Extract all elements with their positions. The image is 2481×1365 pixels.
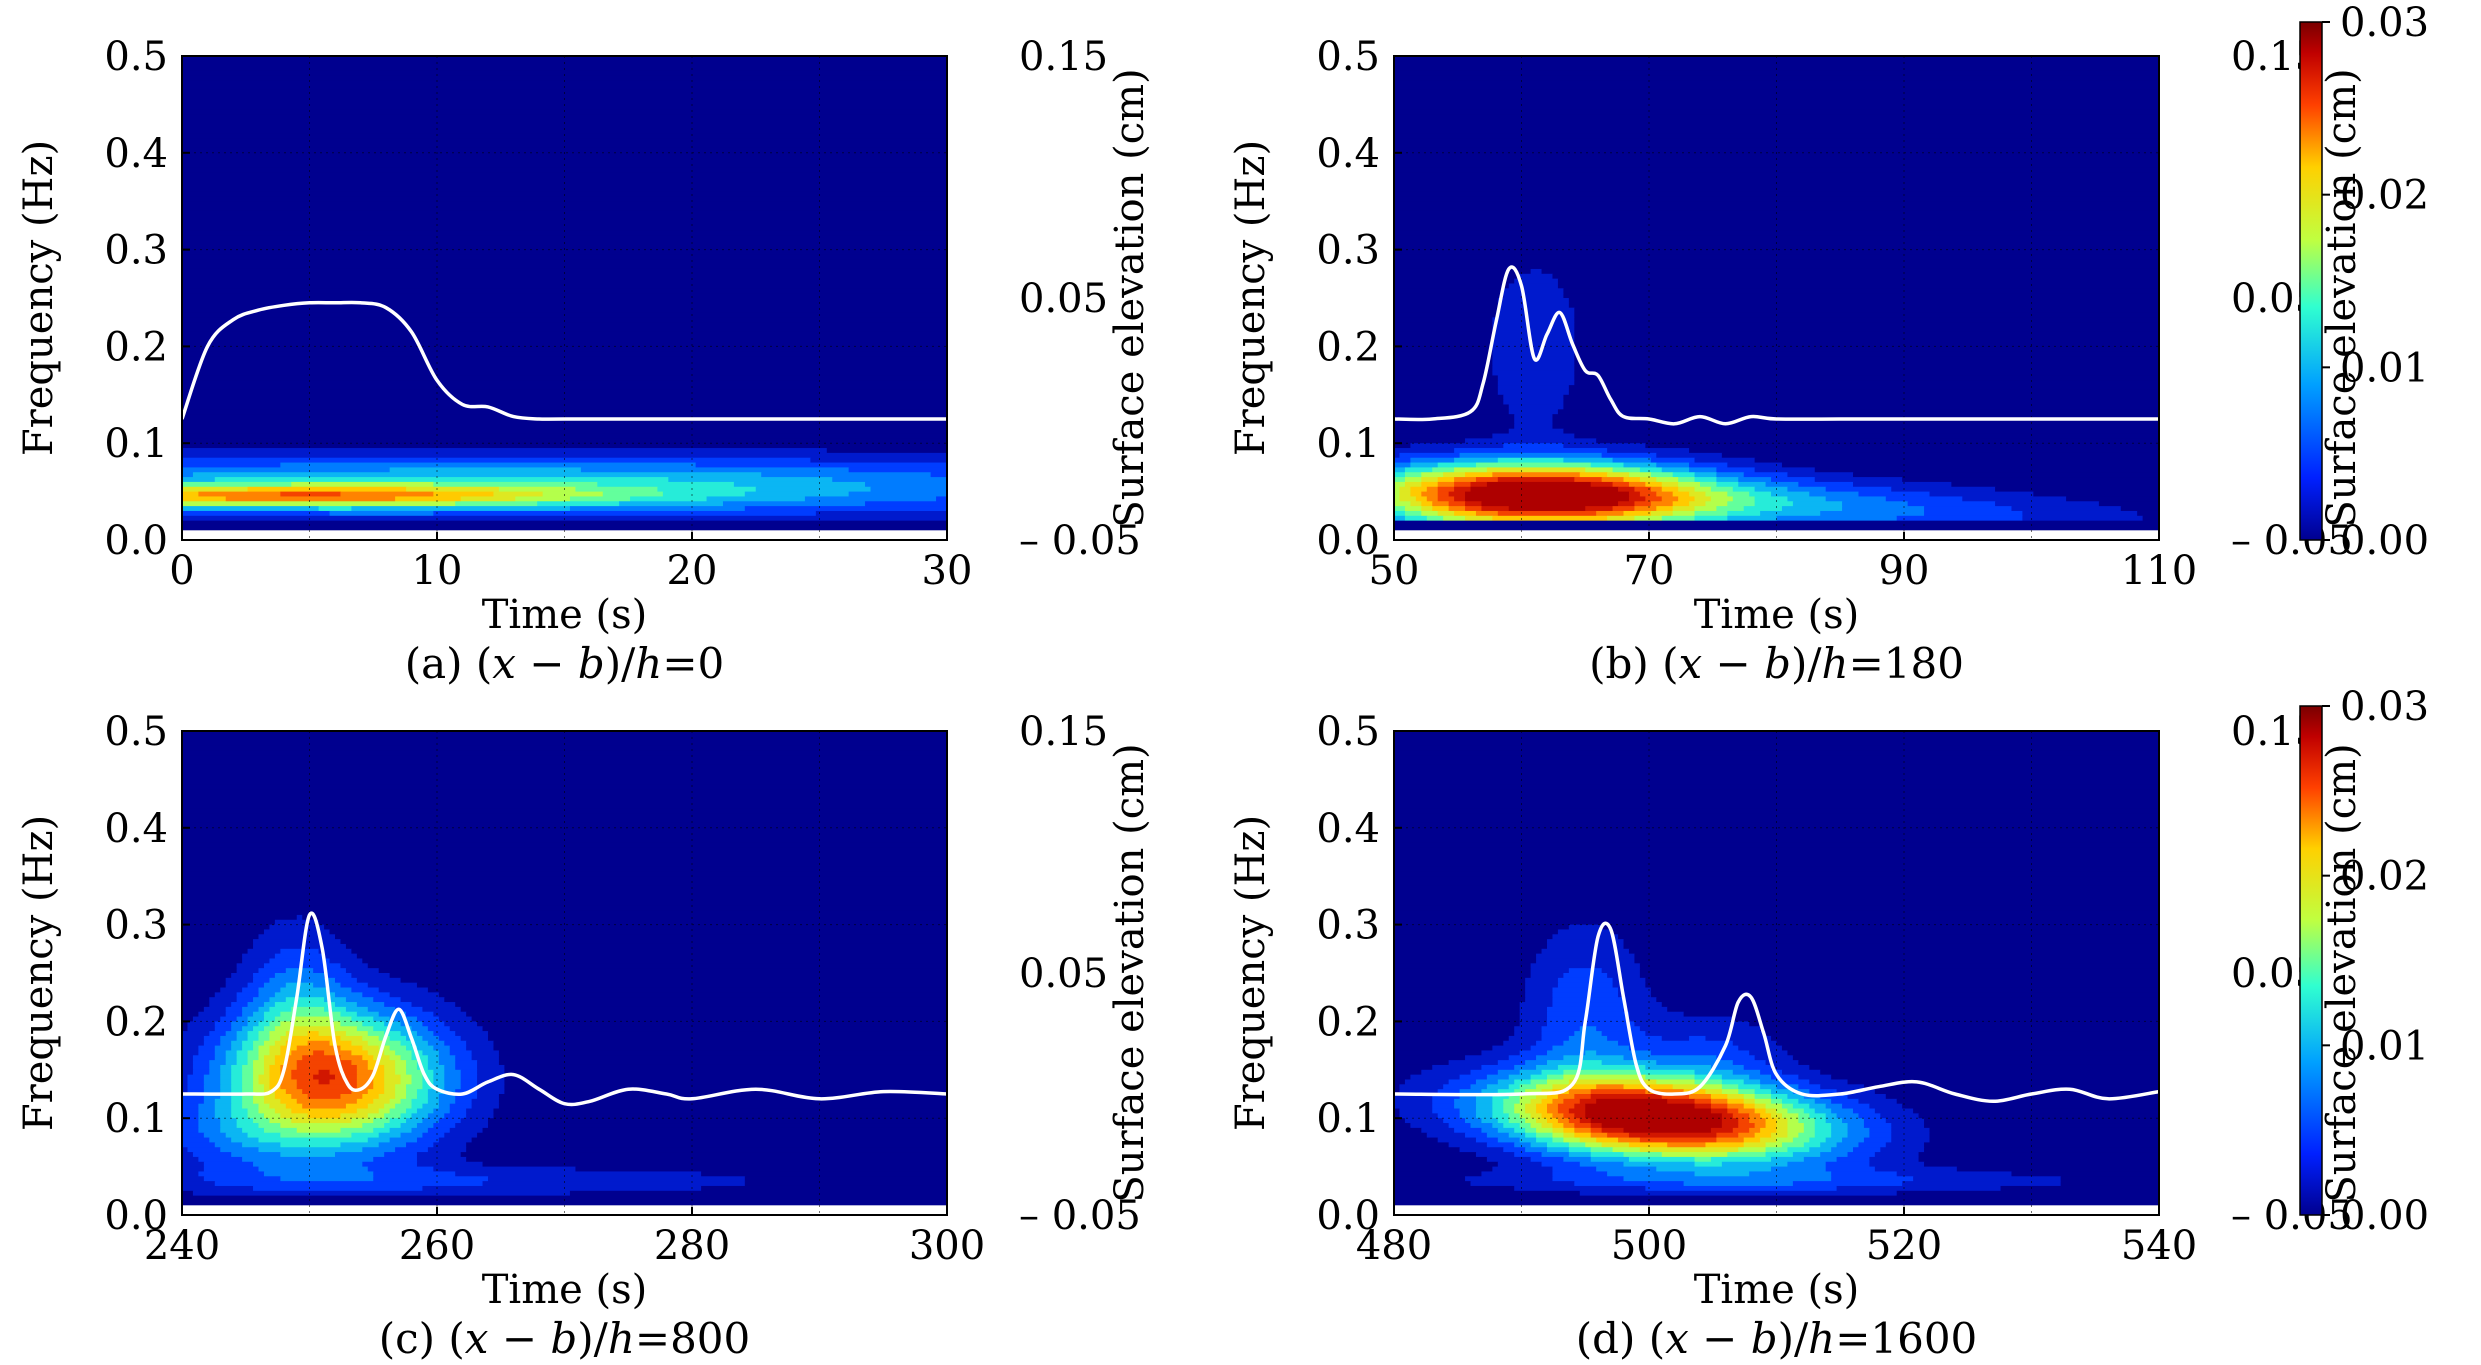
x-tick-label: 0 <box>169 548 194 594</box>
y2-tick-label: – 0.05 <box>2231 1193 2353 1239</box>
panel-a: 0.0 0.1 0.2 0.3 0.4 0.5 0 10 20 30 0.15 0.05 – 0.05 T… <box>16 34 1153 688</box>
x-tick-label: 300 <box>909 1223 985 1269</box>
y-tick-label: 0.3 <box>104 903 168 949</box>
y-tick-label: 0.2 <box>104 324 168 370</box>
surface-elevation-line <box>180 300 947 421</box>
surface-elevation-line <box>181 911 948 1107</box>
x-axis-label: Time (s) <box>1694 1267 1860 1313</box>
y-tick-label: 0.0 <box>104 518 168 564</box>
y-axis-label: Frequency (Hz) <box>16 140 62 456</box>
y2-tick-label: 0.05 <box>1019 951 1108 997</box>
plot-frame <box>1393 55 2160 541</box>
y2-tick-label: – 0.05 <box>1019 518 1141 564</box>
x-tick-label: 520 <box>1866 1223 1942 1269</box>
y-tick-label: 0.1 <box>104 1096 168 1142</box>
spectrum-field <box>1394 56 2160 541</box>
panel-caption: (c) (x − b)/h=800 <box>379 1314 750 1363</box>
y-tick-label: 0.2 <box>1316 999 1380 1045</box>
low-frequency-strip <box>182 1205 947 1216</box>
y-tick-label: 0.1 <box>1316 1096 1380 1142</box>
colorbar-gradient <box>2299 705 2323 1216</box>
y-tick-label: 0.5 <box>1316 34 1380 80</box>
y-tick-label: 0.4 <box>104 131 168 177</box>
colorbar-tick-label: 0.03 <box>2340 684 2429 730</box>
x-tick-label: 20 <box>667 548 718 594</box>
y2-tick-label: 0.15 <box>1019 709 1108 755</box>
y-tick-label: 0.4 <box>1316 806 1380 852</box>
y2-axis-label: Surface elevation (cm) <box>1107 68 1153 527</box>
y-tick-label: 0.0 <box>1316 1193 1380 1239</box>
y-tick-label: 0.4 <box>104 806 168 852</box>
y-axis-label: Frequency (Hz) <box>1228 140 1274 456</box>
plot-frame <box>181 55 948 541</box>
y2-tick-label: – 0.05 <box>1019 1193 1141 1239</box>
y-tick-label: 0.4 <box>1316 131 1380 177</box>
y-tick-label: 0.2 <box>1316 324 1380 370</box>
y-tick-label: 0.0 <box>1316 518 1380 564</box>
x-axis-label: Time (s) <box>482 1267 648 1313</box>
surface-elevation-line <box>1393 921 2160 1104</box>
low-frequency-strip <box>1394 1205 2159 1216</box>
colorbar-gradient <box>2299 21 2323 541</box>
x-tick-label: 110 <box>2121 548 2197 594</box>
x-tick-label: 500 <box>1611 1223 1687 1269</box>
y2-tick-label: 0.15 <box>1019 34 1108 80</box>
x-tick-label: 280 <box>654 1223 730 1269</box>
x-tick-label: 90 <box>1879 548 1930 594</box>
y-tick-label: 0.5 <box>1316 709 1380 755</box>
colorbar-tick-label: 0.02 <box>2340 173 2429 219</box>
x-tick-label: 260 <box>399 1223 475 1269</box>
colorbar-tick-label: 0.03 <box>2340 0 2429 46</box>
y2-axis-label: Surface elevation (cm) <box>2319 68 2365 527</box>
colorbar-tick-label: 0.01 <box>2340 345 2429 391</box>
low-frequency-strip <box>182 530 947 541</box>
x-axis-label: Time (s) <box>482 592 648 638</box>
y-tick-label: 0.0 <box>104 1193 168 1239</box>
panel-caption: (b) (x − b)/h=180 <box>1589 639 1964 688</box>
panel-c: 0.0 0.1 0.2 0.3 0.4 0.5 240 260 280 300 0.15 0.05 – … <box>16 709 1153 1363</box>
colorbar-1: 0.03 0.02 0.01 0.00 <box>2299 0 2429 564</box>
x-tick-label: 30 <box>922 548 973 594</box>
colorbar-tick-label: 0.00 <box>2340 1193 2429 1239</box>
panel-caption: (d) (x − b)/h=1600 <box>1576 1314 1978 1363</box>
y-tick-label: 0.5 <box>104 34 168 80</box>
y-tick-label: 0.1 <box>1316 421 1380 467</box>
y-axis-label: Frequency (Hz) <box>1228 815 1274 1131</box>
colorbar-tick-label: 0.02 <box>2340 854 2429 900</box>
y2-axis-label: Surface elevation (cm) <box>2319 743 2365 1202</box>
y-tick-label: 0.3 <box>1316 228 1380 274</box>
plot-frame <box>1393 730 2160 1216</box>
y-tick-label: 0.2 <box>104 999 168 1045</box>
colorbar-tick-label: 0.01 <box>2340 1023 2429 1069</box>
y-tick-label: 0.5 <box>104 709 168 755</box>
x-axis-label: Time (s) <box>1694 592 1860 638</box>
y-tick-label: 0.3 <box>1316 903 1380 949</box>
colorbar-tick-label: 0.00 <box>2340 518 2429 564</box>
x-tick-label: 10 <box>412 548 463 594</box>
panel-caption: (a) (x − b)/h=0 <box>405 639 725 688</box>
x-tick-label: 240 <box>144 1223 220 1269</box>
x-tick-label: 70 <box>1624 548 1675 594</box>
plot-frame <box>181 730 948 1216</box>
colorbar-2: 0.03 0.02 0.01 0.00 <box>2299 684 2429 1239</box>
y2-tick-label: 0.05 <box>1019 276 1108 322</box>
y-axis-label: Frequency (Hz) <box>16 815 62 1131</box>
surface-elevation-line <box>1393 265 2159 426</box>
low-frequency-strip <box>1394 530 2159 541</box>
y2-tick-label: – 0.05 <box>2231 518 2353 564</box>
x-tick-label: 50 <box>1369 548 1420 594</box>
y2-axis-label: Surface elevation (cm) <box>1107 743 1153 1202</box>
y-tick-label: 0.1 <box>104 421 168 467</box>
x-tick-label: 540 <box>2121 1223 2197 1269</box>
x-tick-label: 480 <box>1356 1223 1432 1269</box>
y-tick-label: 0.3 <box>104 228 168 274</box>
